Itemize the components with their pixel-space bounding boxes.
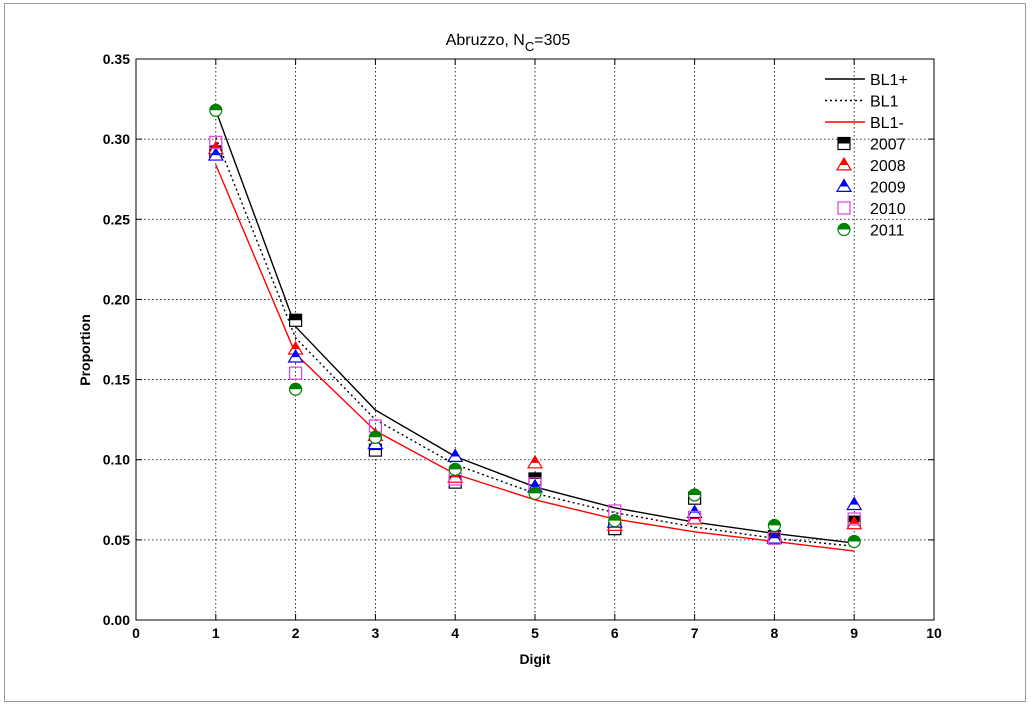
legend-label: 2008 [870,158,906,175]
x-tick-label: 6 [611,625,619,641]
legend-label: 2009 [870,180,906,197]
data-point-2009 [447,448,464,463]
legend-label: BL1 [870,94,899,111]
data-point-2010 [289,366,303,380]
data-point-2010 [687,510,702,525]
x-tick-label: 2 [292,625,300,641]
legend-marker-2010 [837,201,851,215]
x-tick-label: 9 [850,625,858,641]
y-axis-label: Proportion [77,314,93,386]
y-tick-label: 0.35 [103,51,130,67]
data-point-2011 [687,488,702,502]
y-tick-label: 0.20 [103,291,130,307]
y-tick-label: 0.30 [103,131,130,147]
grid [136,59,934,620]
x-axis-label: Digit [519,651,550,667]
data-point-2009 [207,146,224,161]
title-tail: =305 [534,32,570,49]
title-main: Abruzzo, N [446,32,525,49]
legend-label: 2011 [870,223,905,240]
x-tick-label: 7 [691,625,699,641]
title-subscript: C [525,39,534,54]
y-tick-label: 0.25 [103,211,130,227]
legend-marker-2007 [837,136,851,151]
data-point-2011 [289,382,303,396]
legend-label: BL1- [870,115,904,132]
data-point-2007 [289,313,303,327]
x-tick-label: 10 [926,625,942,641]
x-tick-label: 1 [212,625,220,641]
y-tick-label: 0.00 [103,612,130,628]
data-point-2009 [846,496,863,511]
data-point-2011 [368,430,382,444]
legend-label: 2010 [870,201,906,218]
y-tick-label: 0.05 [103,532,130,548]
legend-label: 2007 [870,137,906,154]
data-point-2010 [209,135,223,149]
y-tick-label: 0.15 [103,372,130,388]
x-tick-label: 4 [451,625,459,641]
legend-marker-2009 [835,178,853,192]
data-point-2011 [847,534,861,549]
data-point-2011 [608,514,622,528]
data-point-2010 [767,531,782,545]
data-point-2009 [766,530,783,544]
data-point-2011 [209,103,223,117]
x-tick-label: 3 [372,625,380,641]
legend-marker-2011 [837,222,851,237]
data-point-2011 [448,462,462,476]
data-markers [207,103,863,549]
legend-marker-2008 [835,156,853,171]
data-point-2008 [526,454,544,469]
x-tick-label: 5 [531,625,539,641]
x-tick-label: 8 [771,625,779,641]
data-point-2011 [528,486,542,500]
x-tick-label: 0 [132,625,140,641]
legend: BL1+ BL1 BL1- 2007 2008 2009 2010 2011 [825,72,908,240]
y-tick-label: 0.10 [103,452,130,468]
chart-title: Abruzzo, NC=305 [446,32,571,54]
legend-label: BL1+ [870,72,908,89]
data-point-2009 [287,348,304,363]
data-point-2011 [767,518,782,533]
data-point-2008 [846,515,863,530]
axis-ticks: 0 1 2 3 4 5 6 7 8 9 10 0.00 0.05 0.10 0.15 0.20 0.25 0.30… [103,51,942,641]
data-point-2010 [847,512,861,526]
figure-frame [4,3,1026,702]
